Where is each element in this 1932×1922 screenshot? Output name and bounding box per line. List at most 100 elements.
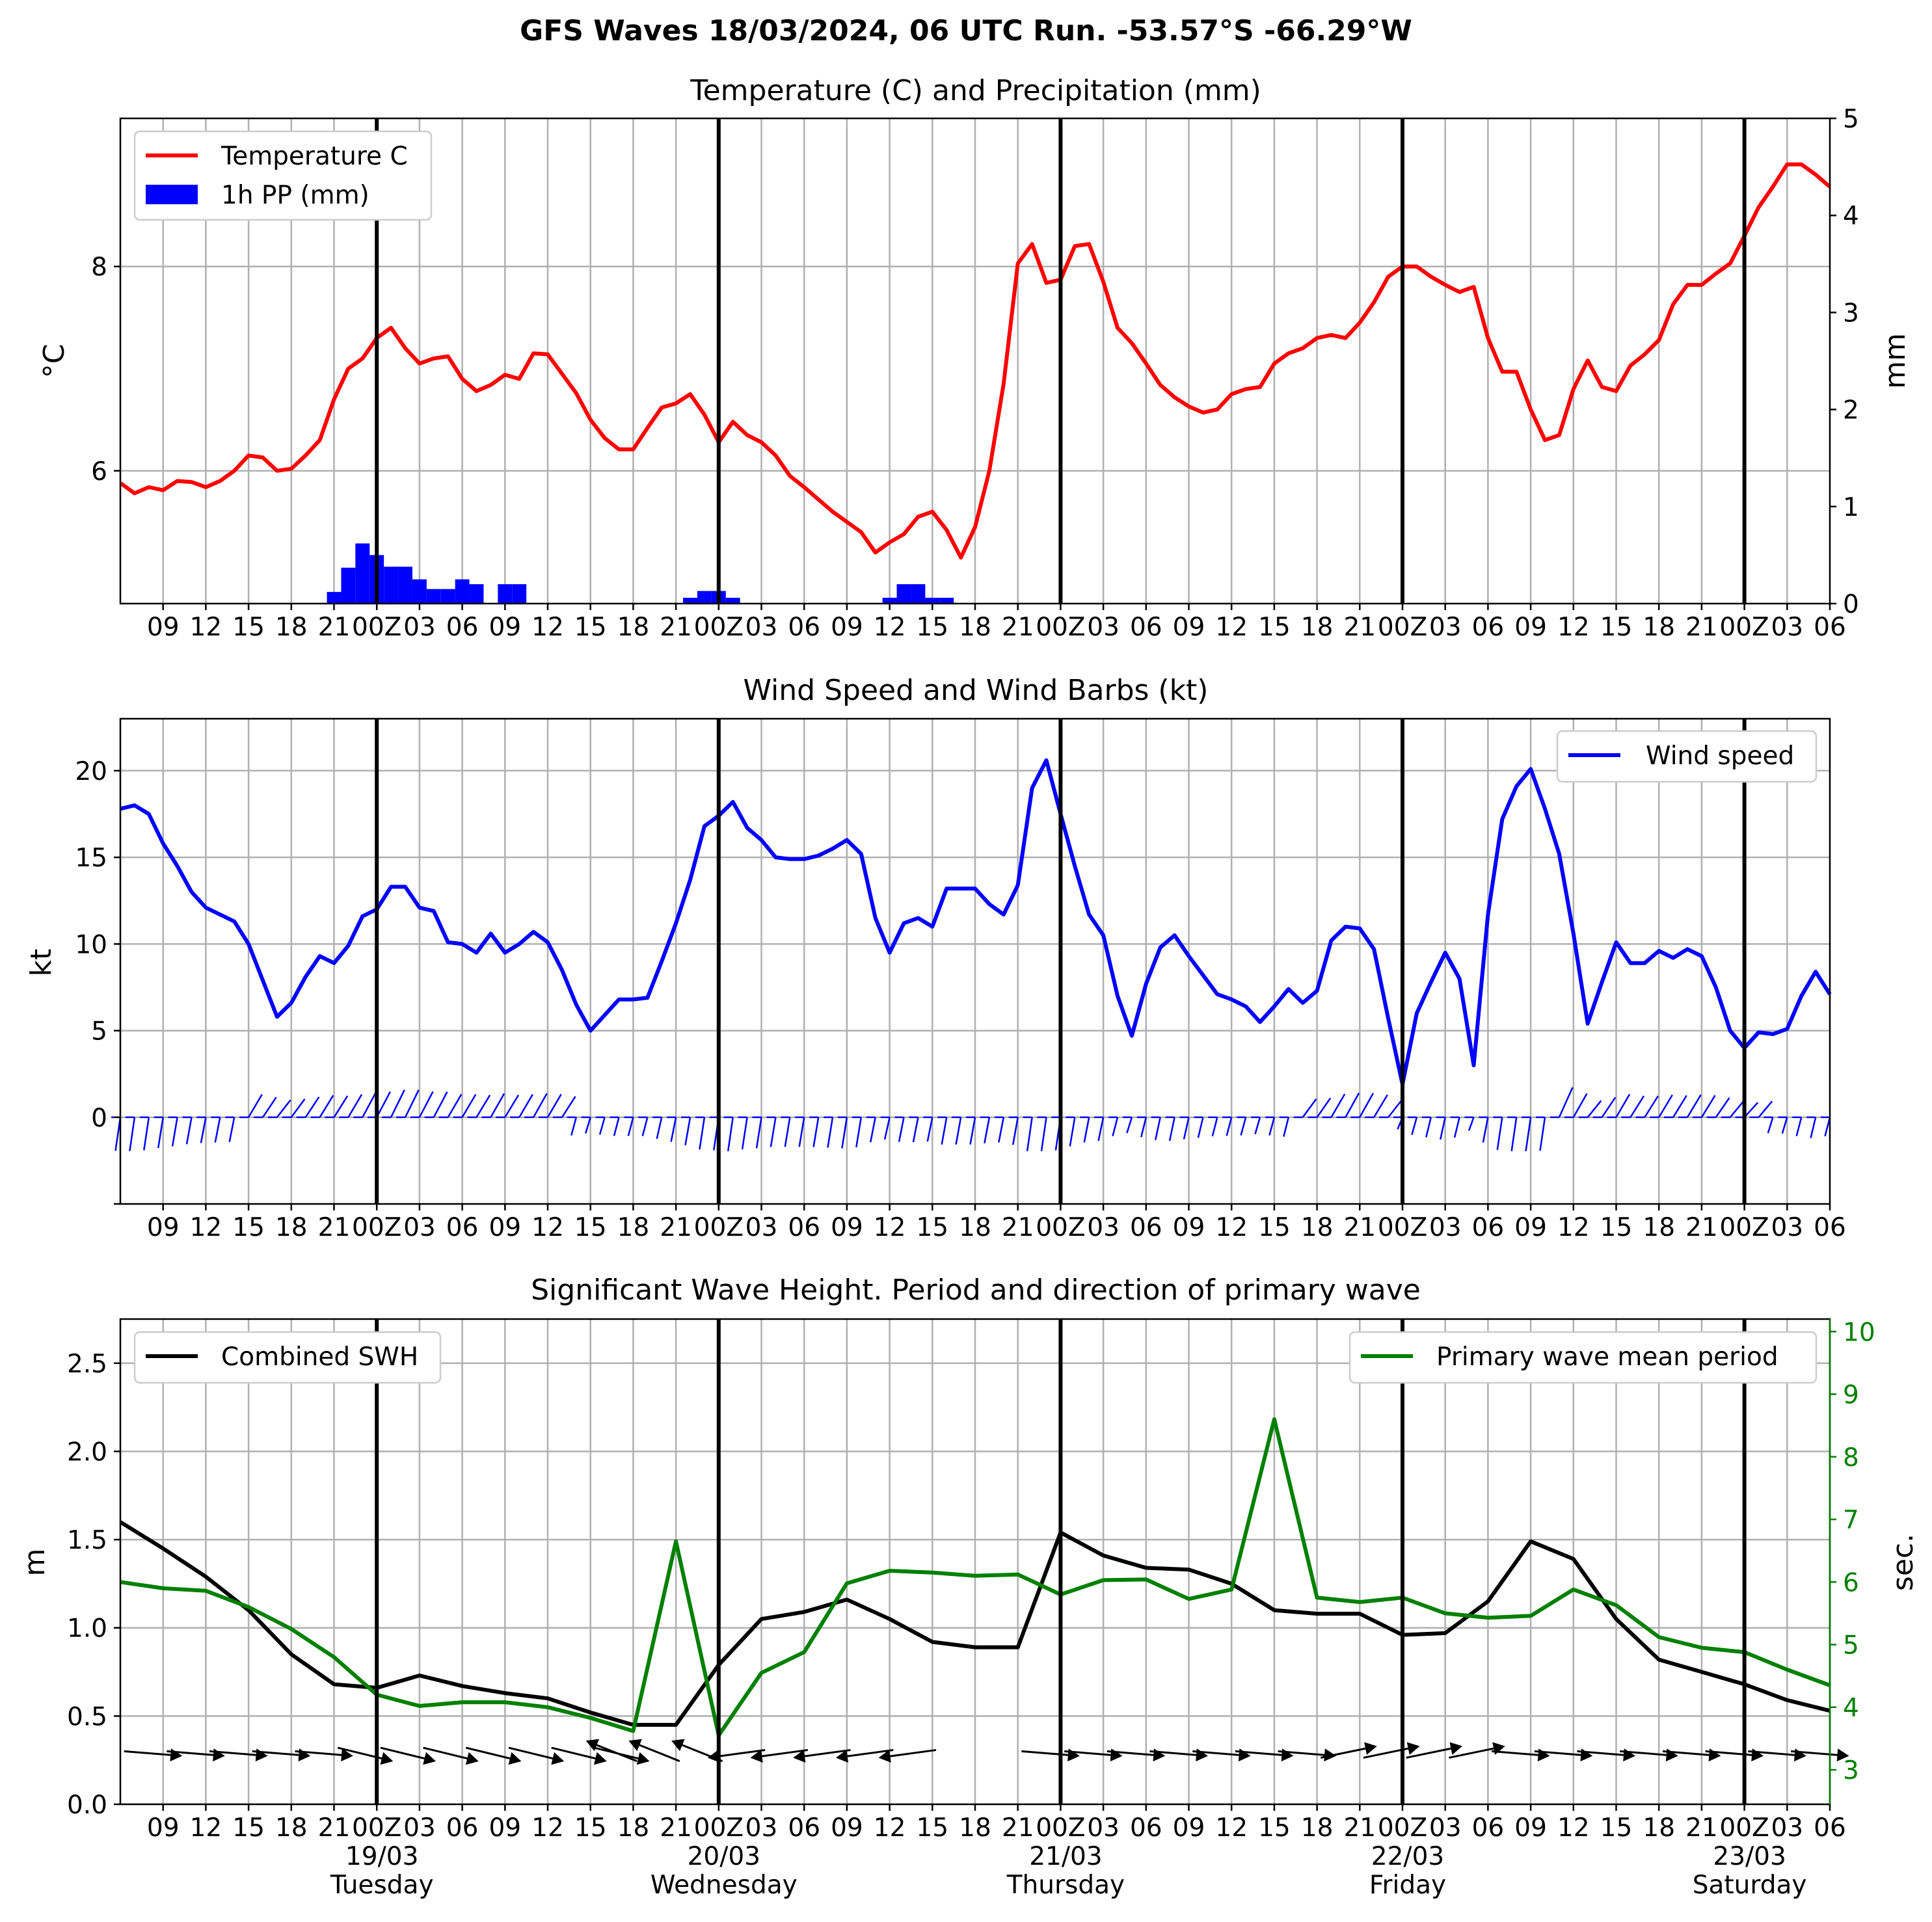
wave-arrow-head (380, 1752, 394, 1765)
weekday-label: Wednesday (651, 1871, 798, 1900)
wind-barb (1112, 1117, 1119, 1137)
wind-ylabel: kt (25, 949, 58, 977)
x-tick-label: 06 (1814, 1813, 1846, 1843)
wave-period-y-ticks: 3 4 5 6 7 8 9 10 (1829, 1318, 1875, 1804)
x-tick-label: 21 (1685, 1813, 1718, 1843)
wind-barb (1254, 1117, 1261, 1134)
x-tick-label: 12 (1557, 1813, 1590, 1843)
wind-barb (1268, 1117, 1276, 1136)
x-tick-label: 03 (745, 1813, 778, 1843)
wave-arrow-shaft (423, 1746, 468, 1760)
wave-arrow-head (255, 1748, 268, 1762)
wave-arrow-head (1708, 1748, 1721, 1762)
x-tick-label: 12 (1557, 613, 1590, 642)
y-tick-label: 1.0 (67, 1614, 107, 1644)
wind-barb (228, 1117, 235, 1142)
x-tick-label: 03 (1429, 1213, 1462, 1242)
y-tick-label: 15 (75, 844, 107, 873)
wind-barb (1283, 1117, 1290, 1137)
wave-arrow-shaft (551, 1746, 596, 1760)
wind-barb (855, 1117, 863, 1148)
wind-barb (1572, 1093, 1588, 1118)
x-tick-label: 09 (147, 613, 180, 642)
x-tick-label: 09 (147, 1213, 180, 1242)
x-tick-label: 12 (1215, 1813, 1248, 1843)
wave-panel-title: Significant Wave Height. Period and dire… (531, 1274, 1421, 1307)
wind-barb (1743, 1102, 1759, 1118)
wind-barb (200, 1117, 207, 1143)
wind-barb (276, 1099, 291, 1118)
weekday-label: Thursday (1006, 1871, 1125, 1900)
wave-arrow-head (1281, 1748, 1294, 1762)
wave-direction-arrows (124, 1739, 1849, 1765)
wind-barb (1810, 1117, 1817, 1138)
x-tick-label: 21 (318, 1813, 351, 1843)
x-tick-label: 15 (1600, 1213, 1633, 1242)
wind-barb (1510, 1117, 1518, 1151)
precipitation-bar (683, 598, 697, 604)
wind-barb (319, 1095, 334, 1118)
wave-arrow-shaft (847, 1749, 894, 1757)
x-tick-label: 18 (959, 1213, 991, 1242)
wind-barb (157, 1117, 164, 1149)
wind-barb (741, 1117, 748, 1150)
x-tick-label: 06 (1130, 613, 1162, 642)
y-tick-label: 5 (91, 1017, 107, 1047)
wind-barb (1197, 1117, 1204, 1138)
x-tick-label: 15 (916, 1213, 948, 1242)
wave-arrow-shaft (1064, 1750, 1111, 1756)
wind-barb (1140, 1117, 1147, 1138)
x-tick-label: 12 (190, 1213, 222, 1242)
wind-barb (627, 1117, 634, 1136)
x-tick-label: 12 (190, 1813, 222, 1843)
wind-barb (585, 1117, 591, 1134)
x-tick-label: 06 (788, 1813, 820, 1843)
wave-arrow-head (465, 1752, 479, 1765)
x-tick-label: 15 (232, 613, 265, 642)
precipitation-bar (725, 598, 740, 604)
y-tick-label: 3 (1843, 299, 1859, 328)
wind-barb (898, 1117, 905, 1142)
wind-barb (1468, 1117, 1475, 1131)
swh-legend: Combined SWH (133, 1331, 442, 1384)
wave-arrow-shaft (1192, 1750, 1239, 1756)
x-tick-label: 03 (1771, 1213, 1803, 1242)
wind-barb (1154, 1117, 1161, 1140)
wave-arrow-head (1067, 1748, 1080, 1762)
x-tick-label: 18 (1643, 1213, 1675, 1242)
x-tick-label: 21 (660, 1813, 692, 1843)
date-label: 22/03 (1371, 1842, 1444, 1871)
wave-arrow-shaft (804, 1749, 851, 1757)
x-tick-label: 21 (1685, 613, 1718, 642)
wind-x-ticks: 09 12 15 18 21 00Z 03 06 09 12 15 18 21 00Z 03 06 09 12 15… (147, 1204, 1846, 1242)
wave-arrow-head (170, 1748, 183, 1762)
precipitation-bar (697, 591, 712, 604)
x-tick-label: 00Z (352, 1213, 401, 1242)
wind-barb (114, 1117, 122, 1151)
x-tick-label: 03 (403, 1213, 436, 1242)
precipitation-ylabel: mm (1879, 333, 1912, 389)
wind-barb (1316, 1097, 1332, 1118)
wind-barb (129, 1117, 136, 1151)
wind-barb (476, 1094, 491, 1118)
wind-barb (827, 1117, 834, 1148)
y-tick-label: 2.5 (67, 1350, 107, 1379)
precipitation-bar (355, 543, 370, 604)
temperature-y-ticks: 68 (91, 253, 120, 487)
x-tick-label: 00Z (1719, 1813, 1769, 1843)
precipitation-bar (512, 584, 527, 604)
legend-precipitation-swatch (146, 185, 198, 204)
wind-barb (1758, 1101, 1773, 1118)
x-tick-label: 18 (1643, 613, 1675, 642)
wind-barb (1226, 1117, 1233, 1136)
x-tick-label: 00Z (694, 613, 744, 642)
wave-arrow-shaft (596, 1744, 637, 1763)
x-tick-label: 03 (1087, 613, 1120, 642)
wave-arrow-head (1364, 1742, 1377, 1755)
y-tick-label: 2 (1843, 396, 1859, 425)
wind-barb (1425, 1117, 1432, 1138)
wind-barb (304, 1096, 320, 1118)
wind-barb (390, 1089, 405, 1118)
precipitation-bar (426, 589, 441, 604)
wave-arrow-shaft (639, 1744, 680, 1763)
